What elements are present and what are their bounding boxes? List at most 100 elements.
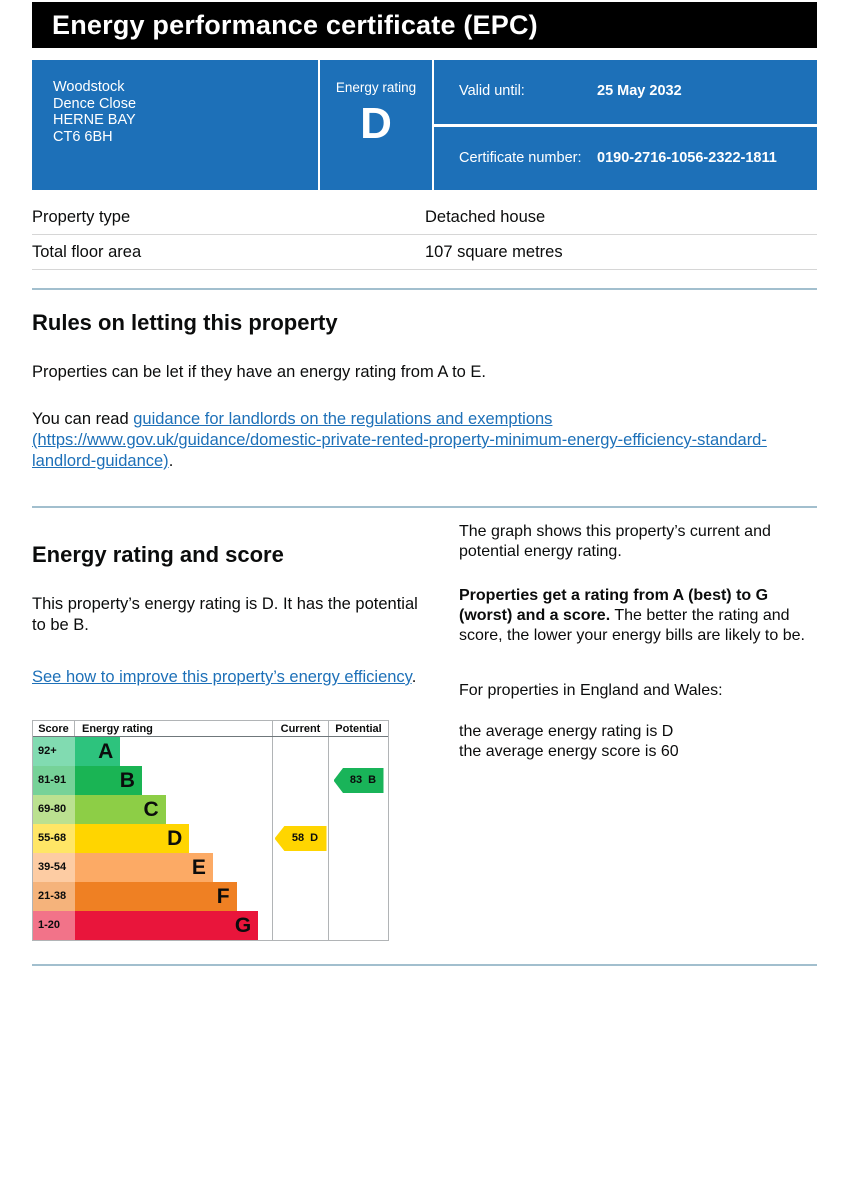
address-line-4: CT6 6BH — [53, 128, 113, 145]
band-bar-area: B — [75, 766, 272, 795]
potential-cell — [328, 882, 388, 911]
read-suffix: . — [168, 452, 174, 470]
potential-score: 83 — [349, 774, 363, 786]
epc-band-row-c: 69-80 C — [33, 795, 388, 824]
epc-band-row-a: 92+ A — [33, 737, 388, 766]
current-band: D — [310, 832, 319, 844]
summary-divider — [432, 60, 434, 190]
table-row: Total floor area 107 square metres — [32, 235, 817, 270]
epc-potential-arrow: 83 B — [333, 768, 384, 793]
rating-explanation-rest: The better the rating and score, the low… — [459, 607, 805, 644]
epc-document: Energy performance certificate (EPC) Woo… — [32, 2, 817, 966]
current-cell: 58 D — [272, 824, 328, 853]
epc-current-arrow: 58 D — [274, 826, 327, 851]
epc-band-row-b: 81-91 B 83 B — [33, 766, 388, 795]
column-header-energy-rating: Energy rating — [82, 722, 153, 735]
current-cell — [272, 853, 328, 882]
band-bar-e: E — [75, 853, 213, 882]
band-bar-area: D — [75, 824, 272, 853]
potential-band: B — [368, 774, 377, 786]
band-score-range: 81-91 — [33, 766, 75, 795]
band-score-range: 1-20 — [33, 911, 75, 940]
band-bar-area: C — [75, 795, 272, 824]
column-header-current: Current — [272, 721, 328, 736]
band-bar-area: F — [75, 882, 272, 911]
current-cell — [272, 882, 328, 911]
rating-explanation: Properties get a rating from A (best) to… — [459, 586, 817, 646]
address-line-2: Dence Close — [53, 95, 137, 112]
band-bar-a: A — [75, 737, 121, 766]
average-rating-line: the average energy rating is D — [459, 723, 674, 740]
current-cell — [272, 795, 328, 824]
epc-band-row-g: 1-20 G — [33, 911, 388, 940]
rating-heading: Energy rating and score — [32, 542, 284, 567]
property-type-label: Property type — [32, 208, 131, 226]
column-header-score: Score — [33, 721, 75, 736]
band-bar-area: E — [75, 853, 272, 882]
potential-cell — [328, 853, 388, 882]
rules-heading: Rules on letting this property — [32, 310, 338, 335]
potential-cell — [328, 795, 388, 824]
band-score-range: 55-68 — [33, 824, 75, 853]
section-divider — [32, 288, 817, 290]
floor-area-value: 107 square metres — [425, 243, 563, 261]
section-divider — [32, 506, 817, 508]
band-bar-b: B — [75, 766, 142, 795]
energy-rating-panel: Energy rating D — [320, 60, 432, 190]
potential-cell: 83 B — [328, 766, 388, 795]
rules-paragraph: Properties can be let if they have an en… — [32, 363, 487, 381]
england-wales-line: For properties in England and Wales: — [459, 682, 723, 699]
rating-explanation-bold: Properties get a rating from A (best) to… — [459, 587, 769, 624]
current-cell — [272, 766, 328, 795]
property-address: Woodstock Dence Close HERNE BAY CT6 6BH — [32, 60, 318, 190]
band-bar-d: D — [75, 824, 190, 853]
rating-intro: This property’s energy rating is D. It h… — [32, 595, 418, 634]
certificate-details: Valid until: 25 May 2032 Certificate num… — [434, 60, 817, 190]
average-score-line: the average energy score is 60 — [459, 743, 679, 760]
rating-left-column: Energy rating and score This property’s … — [32, 522, 432, 941]
band-score-range: 92+ — [33, 737, 75, 766]
band-bar-c: C — [75, 795, 166, 824]
page-title: Energy performance certificate (EPC) — [32, 2, 817, 48]
certificate-number-row: Certificate number: 0190-2716-1056-2322-… — [434, 126, 817, 190]
band-bar-area: G — [75, 911, 272, 940]
floor-area-label: Total floor area — [32, 243, 142, 261]
potential-cell — [328, 737, 388, 766]
improve-efficiency-link[interactable]: See how to improve this property’s energ… — [32, 668, 412, 686]
epc-band-rows: 92+ A 81-91 B 83 B 69-80 C 55-68 D 58 D 39-54 E 21-38 F… — [33, 737, 388, 940]
band-score-range: 21-38 — [33, 882, 75, 911]
national-averages: the average energy rating is D the avera… — [459, 722, 817, 762]
epc-band-row-d: 55-68 D 58 D — [33, 824, 388, 853]
certificate-number-value: 0190-2716-1056-2322-1811 — [597, 149, 777, 166]
energy-rating-value: D — [360, 99, 392, 148]
landlord-guidance-link[interactable]: guidance for landlords on the regulation… — [32, 410, 767, 470]
property-type-value: Detached house — [425, 208, 546, 226]
address-line-1: Woodstock — [53, 79, 125, 95]
section-divider — [32, 964, 817, 966]
potential-cell — [328, 824, 388, 853]
epc-graph-header: Score Energy rating Current Potential — [33, 721, 388, 737]
epc-band-row-e: 39-54 E — [33, 853, 388, 882]
column-header-potential: Potential — [328, 721, 388, 736]
rating-section: Energy rating and score This property’s … — [32, 522, 817, 941]
certificate-number-label: Certificate number: — [459, 149, 582, 166]
band-bar-f: F — [75, 882, 237, 911]
valid-until-label: Valid until: — [459, 83, 525, 100]
epc-rating-graph: Score Energy rating Current Potential 92… — [32, 720, 389, 941]
band-bar-g: G — [75, 911, 259, 940]
valid-until-value: 25 May 2032 — [597, 83, 682, 100]
band-bar-area: A — [75, 737, 272, 766]
energy-rating-label: Energy rating — [335, 80, 417, 95]
valid-until-row: Valid until: 25 May 2032 — [434, 60, 817, 124]
summary-box: Woodstock Dence Close HERNE BAY CT6 6BH … — [32, 60, 817, 190]
current-score: 58 — [291, 832, 305, 844]
read-prefix: You can read — [32, 410, 134, 428]
summary-divider — [318, 60, 320, 190]
property-facts-table: Property type Detached house Total floor… — [32, 200, 817, 270]
summary-divider — [434, 123, 817, 127]
band-score-range: 69-80 — [33, 795, 75, 824]
current-cell — [272, 911, 328, 940]
graph-description: The graph shows this property’s current … — [459, 523, 771, 560]
current-cell — [272, 737, 328, 766]
address-line-3: HERNE BAY — [53, 112, 136, 128]
